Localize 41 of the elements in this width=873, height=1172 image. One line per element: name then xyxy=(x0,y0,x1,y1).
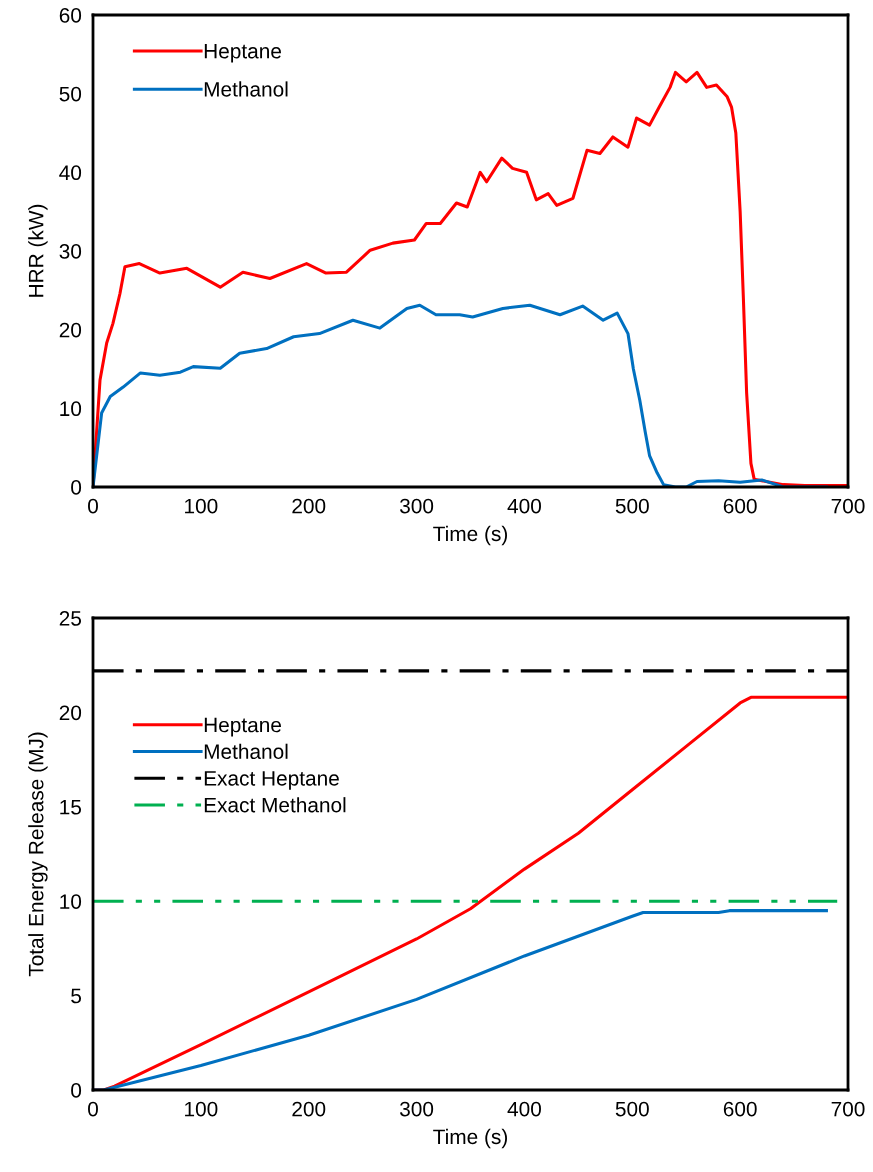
x-tick-label: 200 xyxy=(292,498,326,514)
x-tick-label: 700 xyxy=(831,1101,865,1117)
line-series xyxy=(93,303,828,487)
y-tick-label: 20 xyxy=(59,705,82,721)
y-tick-label: 0 xyxy=(71,1083,82,1098)
y-tick-label: 30 xyxy=(59,244,82,259)
x-tick-label: 600 xyxy=(723,1101,757,1117)
x-tick-label: 600 xyxy=(723,498,757,514)
y-tick-label: 25 xyxy=(59,611,82,626)
x-tick-label: 700 xyxy=(831,498,865,514)
y-tick-label: 10 xyxy=(60,894,82,909)
y-tick-label: 20 xyxy=(59,322,82,338)
legend-label: Exact Heptane xyxy=(204,771,339,790)
x-tick-label: 300 xyxy=(399,498,434,514)
x-tick-label: 0 xyxy=(88,498,98,514)
x-tick-label: 100 xyxy=(185,498,218,514)
y-tick-label: 10 xyxy=(60,401,82,417)
legend-label: Heptane xyxy=(204,717,281,737)
x-tick-label: 500 xyxy=(615,498,649,514)
line-series xyxy=(93,909,828,1090)
x-tick-label: 500 xyxy=(615,1101,649,1117)
x-axis-title: Time (s) xyxy=(433,1128,508,1149)
legend-label: Methanol xyxy=(204,81,288,97)
y-tick-label: 40 xyxy=(59,165,82,181)
x-axis-title: Time (s) xyxy=(433,525,508,546)
x-tick-label: 400 xyxy=(507,498,541,514)
legend-label: Methanol xyxy=(204,743,288,759)
y-axis-title: Total Energy Release (MJ) xyxy=(28,732,48,977)
x-tick-label: 400 xyxy=(507,1101,541,1117)
y-tick-label: 60 xyxy=(59,8,82,23)
x-tick-label: 0 xyxy=(88,1101,98,1117)
legend-label: Exact Methanol xyxy=(204,797,346,813)
x-tick-label: 100 xyxy=(185,1101,218,1117)
legend-label: Heptane xyxy=(204,43,281,63)
y-tick-label: 5 xyxy=(71,988,82,1004)
y-tick-label: 15 xyxy=(60,800,82,815)
y-tick-label: 50 xyxy=(59,86,82,102)
y-axis-title: HRR (kW) xyxy=(28,204,48,297)
x-tick-label: 300 xyxy=(399,1101,434,1117)
y-tick-label: 0 xyxy=(71,480,82,495)
x-tick-label: 200 xyxy=(292,1101,326,1117)
